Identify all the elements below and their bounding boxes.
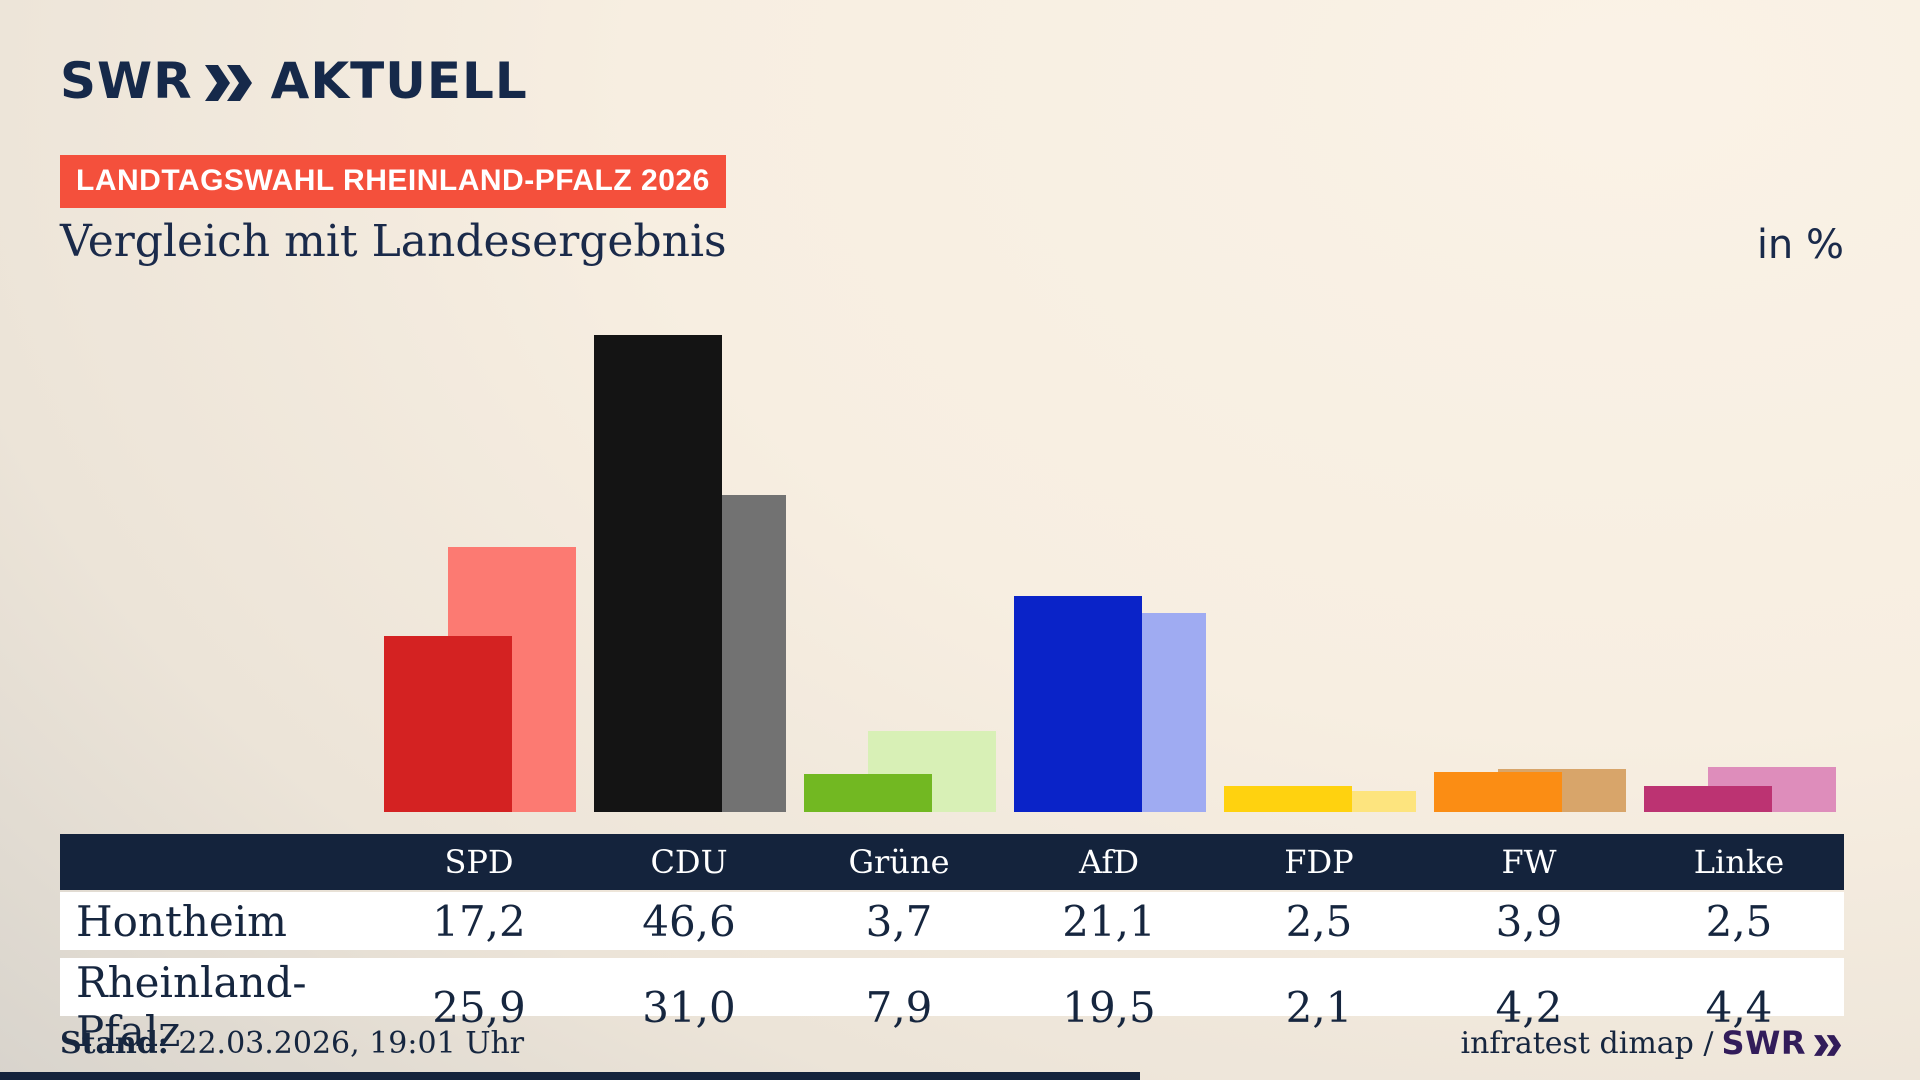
table-header-row: SPD CDU Grüne AfD FDP FW Linke (60, 834, 1844, 890)
value-Rheinland-Pfalz-AfD: 19,5 (1062, 982, 1156, 1032)
value-Rheinland-Pfalz-SPD: 25,9 (432, 982, 526, 1032)
value-Hontheim-FW: 3,9 (1495, 896, 1563, 946)
election-badge: LANDTAGSWAHL RHEINLAND-PFALZ 2026 (60, 155, 726, 208)
table-header-Grüne: Grüne (848, 843, 950, 881)
value-Rheinland-Pfalz-Grüne: 7,9 (865, 982, 933, 1032)
bottom-edge-bar (0, 1072, 1140, 1080)
timestamp-label: Stand: (60, 1026, 169, 1061)
value-Hontheim-CDU: 46,6 (642, 896, 736, 946)
bar-chart (0, 260, 1920, 812)
double-chevron-icon (204, 65, 257, 101)
table-header-FW: FW (1501, 843, 1557, 881)
source-credit: infratest dimap / SWR (1460, 1024, 1844, 1062)
timestamp: Stand: 22.03.2026, 19:01 Uhr (60, 1026, 524, 1061)
bar-local-SPD (384, 636, 512, 812)
chart-title: Vergleich mit Landesergebnis (60, 216, 727, 267)
swr-logo-text: SWR (60, 52, 193, 110)
table-header-AfD: AfD (1078, 843, 1140, 881)
bar-local-Linke (1644, 786, 1772, 812)
table-header-FDP: FDP (1284, 843, 1354, 881)
table-row-Rheinland-Pfalz: Rheinland-Pfalz 25,9 31,0 7,9 19,5 2,1 4,2 4,4 (60, 958, 1844, 1056)
row-label: Hontheim (76, 896, 288, 946)
unit-label: in % (1756, 222, 1844, 268)
value-Hontheim-SPD: 17,2 (432, 896, 526, 946)
table-row-Hontheim: Hontheim 17,2 46,6 3,7 21,1 2,5 3,9 2,5 (60, 892, 1844, 950)
table-header-CDU: CDU (650, 843, 728, 881)
value-Rheinland-Pfalz-Linke: 4,4 (1705, 982, 1773, 1032)
double-chevron-icon (1814, 1034, 1844, 1056)
bar-local-AfD (1014, 596, 1142, 812)
table-header-SPD: SPD (444, 843, 514, 881)
results-table: SPD CDU Grüne AfD FDP FW Linke Hontheim 17,2 46,… (60, 834, 1844, 1056)
table-header-Linke: Linke (1693, 843, 1785, 881)
value-Hontheim-Grüne: 3,7 (865, 896, 933, 946)
swr-footer-logo-text: SWR (1721, 1024, 1806, 1062)
bar-local-CDU (594, 335, 722, 812)
table-body: Hontheim 17,2 46,6 3,7 21,1 2,5 3,9 2,5 Rheinlan… (60, 892, 1844, 1056)
source-text: infratest dimap / (1460, 1025, 1714, 1061)
value-Rheinland-Pfalz-FW: 4,2 (1495, 982, 1563, 1032)
bar-local-FDP (1224, 786, 1352, 812)
bar-local-Grüne (804, 774, 932, 812)
swr-aktuell-logo: SWR AKTUELL (60, 52, 528, 110)
value-Hontheim-Linke: 2,5 (1705, 896, 1773, 946)
value-Rheinland-Pfalz-CDU: 31,0 (642, 982, 736, 1032)
timestamp-value: 22.03.2026, 19:01 Uhr (178, 1026, 525, 1061)
value-Hontheim-AfD: 21,1 (1062, 896, 1156, 946)
aktuell-logo-text: AKTUELL (270, 52, 528, 110)
row-label: Rheinland-Pfalz (76, 958, 307, 1056)
value-Rheinland-Pfalz-FDP: 2,1 (1285, 982, 1353, 1032)
value-Hontheim-FDP: 2,5 (1285, 896, 1353, 946)
bar-local-FW (1434, 772, 1562, 812)
